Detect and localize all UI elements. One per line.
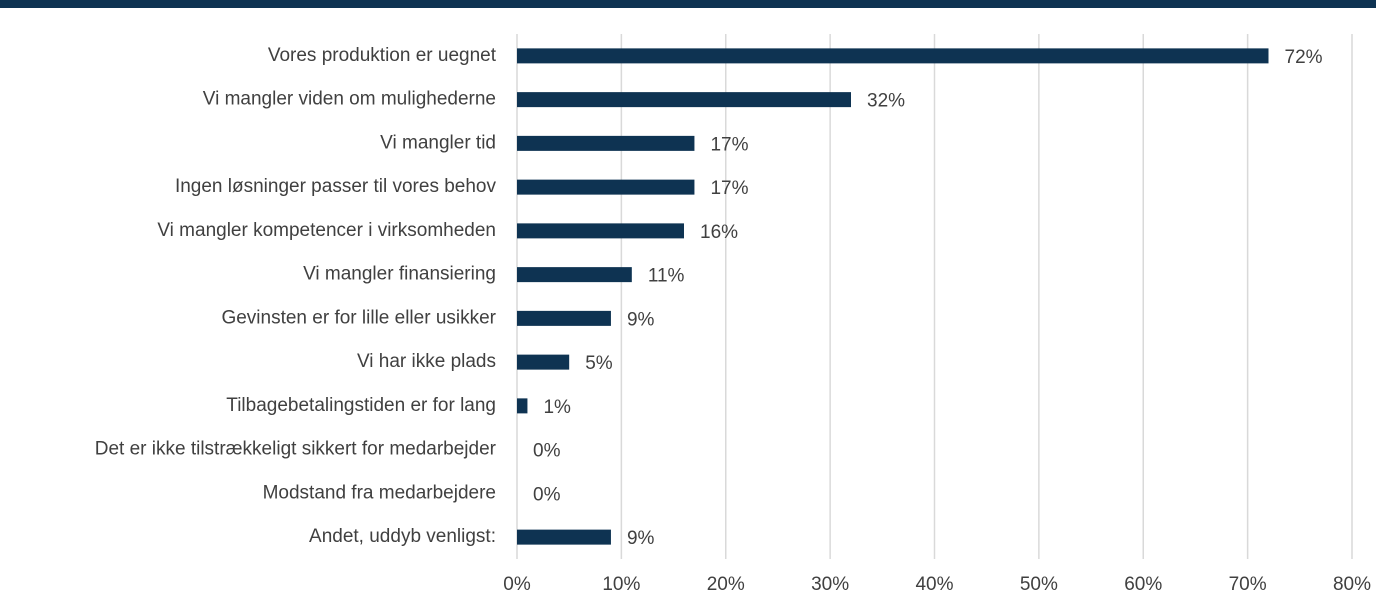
x-tick-label: 30% (811, 574, 849, 595)
x-tick-label: 70% (1229, 574, 1267, 595)
value-label: 72% (1285, 47, 1323, 68)
y-tick-label: Vi mangler kompetencer i virksomheden (157, 220, 496, 241)
y-tick-label: Modstand fra medarbejdere (263, 482, 496, 503)
value-label: 17% (710, 178, 748, 199)
bar (517, 398, 528, 414)
bar (517, 223, 684, 239)
y-tick-label: Andet, uddyb venligst: (309, 526, 496, 547)
value-label: 0% (533, 484, 561, 505)
y-tick-label: Vi mangler finansiering (303, 264, 496, 285)
x-tick-label: 40% (915, 574, 953, 595)
value-label: 9% (627, 528, 655, 549)
y-tick-label: Gevinsten er for lille eller usikker (221, 307, 496, 328)
x-tick-label: 80% (1333, 574, 1371, 595)
x-tick-label: 10% (602, 574, 640, 595)
bar (517, 92, 851, 108)
bar (517, 48, 1269, 64)
value-label: 5% (585, 353, 613, 374)
y-tick-label: Vi har ikke plads (357, 351, 496, 372)
x-tick-label: 50% (1020, 574, 1058, 595)
value-label: 17% (710, 134, 748, 155)
value-label: 0% (533, 441, 561, 462)
value-label: 1% (543, 397, 571, 418)
y-tick-label: Vores produktion er uegnet (268, 45, 497, 66)
x-tick-label: 0% (503, 574, 531, 595)
value-label: 11% (648, 266, 685, 287)
y-tick-label: Ingen løsninger passer til vores behov (175, 176, 497, 197)
value-label: 16% (700, 222, 738, 243)
x-tick-label: 20% (707, 574, 745, 595)
bar (517, 529, 611, 545)
bar (517, 267, 632, 283)
value-label: 9% (627, 309, 655, 330)
y-tick-label: Tilbagebetalingstiden er for lang (226, 395, 496, 416)
top-band (0, 0, 1376, 8)
bar (517, 354, 570, 370)
y-tick-label: Vi mangler viden om mulighederne (203, 89, 496, 110)
bar (517, 310, 611, 326)
bar (517, 179, 695, 195)
x-tick-label: 60% (1124, 574, 1162, 595)
y-tick-label: Vi mangler tid (380, 132, 496, 153)
value-label: 32% (867, 91, 905, 112)
y-tick-label: Det er ikke tilstrækkeligt sikkert for m… (95, 439, 497, 460)
bar (517, 135, 695, 151)
